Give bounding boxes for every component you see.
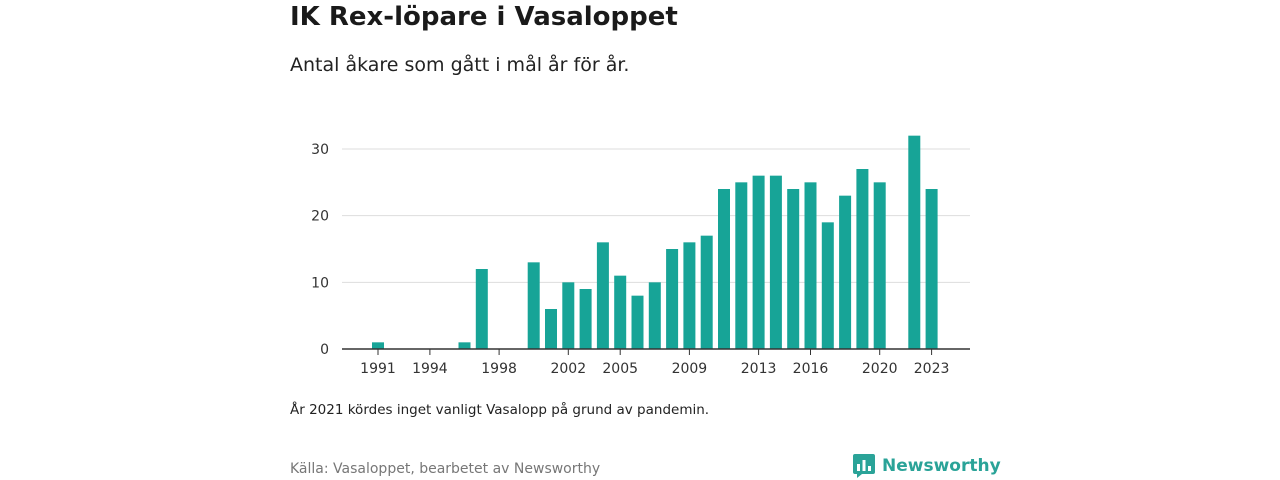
y-tick-label: 30 xyxy=(311,142,329,158)
bar-2016 xyxy=(804,182,817,349)
x-tick-label: 1998 xyxy=(481,361,517,377)
x-tick-label: 2013 xyxy=(741,361,777,377)
bar-2004 xyxy=(596,242,609,349)
x-tick-label: 2016 xyxy=(793,361,829,377)
bar-2003 xyxy=(579,289,592,349)
bar-2000 xyxy=(527,262,540,349)
source-text: Källa: Vasaloppet, bearbetet av Newswort… xyxy=(290,461,601,477)
y-tick-label: 0 xyxy=(320,342,329,358)
bar-1991 xyxy=(372,342,384,349)
y-tick-label: 20 xyxy=(311,209,329,225)
y-tick-label: 10 xyxy=(311,275,329,291)
chart-title: IK Rex-löpare i Vasaloppet xyxy=(290,2,678,32)
bar-2023 xyxy=(925,189,938,349)
bar-2019 xyxy=(856,169,869,349)
newsworthy-logo: Newsworthy xyxy=(852,453,1001,479)
x-tick-label: 2009 xyxy=(672,361,708,377)
bar-2015 xyxy=(787,189,800,349)
bar-2017 xyxy=(821,222,834,349)
bar-2013 xyxy=(752,175,765,349)
bar-chart: 0 10 20 30 1991 1994 1998 2002 2005 2009 2013 2016… xyxy=(311,135,970,377)
x-tick-label: 1991 xyxy=(360,361,396,377)
x-tick-label: 2005 xyxy=(602,361,638,377)
bar-2008 xyxy=(666,249,679,349)
bar-2002 xyxy=(562,282,575,349)
bar-2011 xyxy=(718,189,730,349)
x-axis-ticks: 1991 1994 1998 2002 2005 2009 2013 2016 2020 2023 xyxy=(360,349,949,377)
bar-1997 xyxy=(475,269,488,349)
bar-1996 xyxy=(458,342,471,349)
bar-2022 xyxy=(908,135,921,349)
bar-2012 xyxy=(735,182,748,349)
y-axis-ticks: 0 10 20 30 xyxy=(311,142,329,358)
bar-chart-bubble-icon xyxy=(853,454,875,478)
bar-2005 xyxy=(614,275,627,349)
brand-name: Newsworthy xyxy=(882,456,1001,476)
x-tick-label: 1994 xyxy=(412,361,448,377)
bar-2014 xyxy=(769,175,782,349)
footnote: År 2021 kördes inget vanligt Vasalopp på… xyxy=(290,402,710,418)
bar-2007 xyxy=(648,282,661,349)
x-tick-label: 2002 xyxy=(550,361,586,377)
bar-2001 xyxy=(545,309,557,349)
x-tick-label: 2020 xyxy=(862,361,898,377)
bar-2020 xyxy=(873,182,886,349)
x-tick-label: 2023 xyxy=(914,361,950,377)
bar-2009 xyxy=(683,242,696,349)
chart-subtitle: Antal åkare som gått i mål år för år. xyxy=(290,54,630,76)
bars xyxy=(372,135,938,349)
bar-2010 xyxy=(700,235,713,349)
bar-2018 xyxy=(839,195,852,349)
bar-2006 xyxy=(631,295,644,349)
